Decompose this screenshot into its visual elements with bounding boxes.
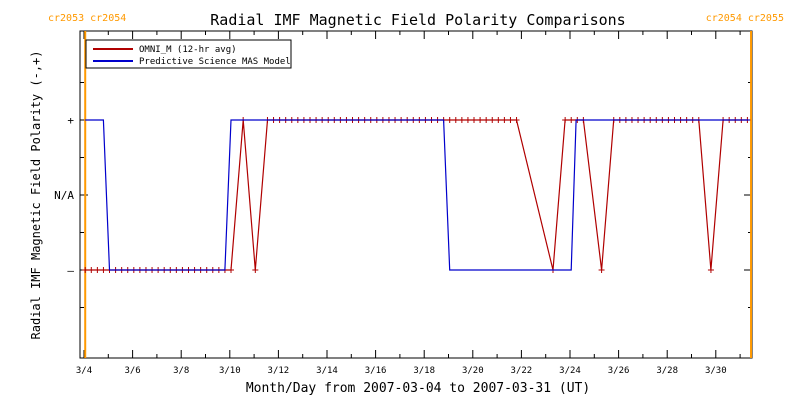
x-tick-label: 3/28 <box>656 366 678 376</box>
omni-data-point <box>513 117 520 123</box>
x-tick-label: 3/26 <box>608 366 630 376</box>
omni-data-point <box>82 267 89 273</box>
x-tick-label: 3/24 <box>559 366 581 376</box>
carrington-label-left: cr2053 cr2054 <box>48 13 126 24</box>
omni-data-point <box>88 267 95 273</box>
series-layer <box>82 117 751 273</box>
y-tick-label: N/A <box>54 189 74 202</box>
omni-data-point <box>252 267 259 273</box>
y-tick-label: – <box>67 264 74 277</box>
plot-frame <box>79 30 753 359</box>
omni-data-point <box>598 267 605 273</box>
x-tick-label: 3/22 <box>511 366 533 376</box>
y-axis-ticks: + N/A – <box>54 82 752 308</box>
omni-data-point <box>458 117 465 123</box>
y-axis-label: Radial IMF Magnetic Field Polarity (-,+) <box>29 51 43 340</box>
x-tick-label: 3/10 <box>219 366 241 376</box>
omni-data-point <box>568 117 575 123</box>
omni-data-point <box>507 117 514 123</box>
omni-data-point <box>495 117 502 123</box>
x-tick-label: 3/16 <box>365 366 387 376</box>
x-tick-label: 3/30 <box>705 366 727 376</box>
x-axis-label: Month/Day from 2007-03-04 to 2007-03-31 … <box>246 381 590 396</box>
legend-label-omni: OMNI_M (12-hr avg) <box>139 45 237 55</box>
x-tick-label: 3/20 <box>462 366 484 376</box>
carrington-lines <box>84 31 753 358</box>
omni-data-point <box>446 117 453 123</box>
x-tick-label: 3/14 <box>316 366 338 376</box>
x-tick-label: 3/12 <box>268 366 290 376</box>
x-tick-label: 3/18 <box>413 366 435 376</box>
x-axis-ticks: 3/4 3/6 3/8 3/10 3/12 3/14 3/16 3/18 3/20 3/22 3/2… <box>76 31 741 376</box>
omni-data-point <box>489 117 496 123</box>
x-tick-label: 3/6 <box>124 366 140 376</box>
omni-data-point <box>471 117 478 123</box>
legend: OMNI_M (12-hr avg) Predictive Science MA… <box>85 39 292 69</box>
y-tick-label: + <box>67 114 74 127</box>
omni-data-point <box>477 117 484 123</box>
omni-data-point <box>483 117 490 123</box>
omni-data-point <box>228 267 235 273</box>
x-tick-label: 3/8 <box>173 366 189 376</box>
omni-data-point <box>501 117 508 123</box>
omni-data-point <box>100 267 107 273</box>
legend-label-mas: Predictive Science MAS Model <box>139 57 291 67</box>
omni-data-point <box>562 117 569 123</box>
legend-box <box>85 39 292 69</box>
chart-title: Radial IMF Magnetic Field Polarity Compa… <box>210 11 625 29</box>
omni-series-line <box>85 119 748 271</box>
omni-data-point <box>707 267 714 273</box>
omni-data-point <box>94 267 101 273</box>
omni-data-point <box>464 117 471 123</box>
mas-series-line <box>85 119 750 271</box>
omni-data-point <box>452 117 459 123</box>
carrington-label-right: cr2054 cr2055 <box>706 13 784 24</box>
x-tick-label: 3/4 <box>76 366 92 376</box>
